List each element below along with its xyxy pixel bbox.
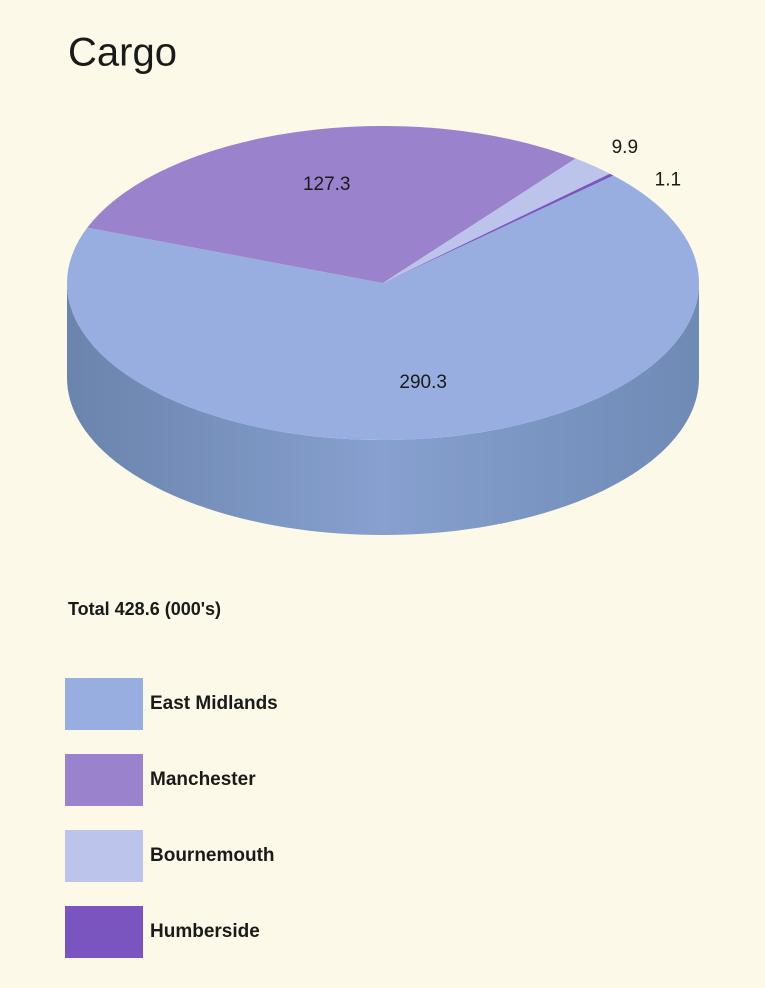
- legend-label: Manchester: [150, 769, 256, 790]
- pie-slice: [383, 158, 610, 283]
- legend-swatch: [65, 678, 143, 730]
- chart-title: Cargo: [68, 31, 177, 75]
- pie-side: [67, 283, 699, 535]
- chart-subtitle: Total 428.6 (000's): [68, 599, 221, 619]
- pie: [66, 126, 699, 535]
- value-label: 127.3: [303, 174, 351, 195]
- legend-swatch: [65, 830, 143, 882]
- legend-label: Bournemouth: [150, 845, 275, 866]
- legend-label: Humberside: [150, 921, 260, 942]
- legend-swatch: [65, 906, 143, 958]
- value-label: 9.9: [612, 137, 638, 158]
- legend-label: East Midlands: [150, 693, 278, 714]
- pie-slice: [66, 175, 699, 440]
- pie-slice: [383, 173, 614, 283]
- legend-swatch: [65, 754, 143, 806]
- pie-slice: [87, 126, 576, 283]
- value-label: 290.3: [399, 372, 447, 393]
- value-label: 1.1: [655, 169, 681, 190]
